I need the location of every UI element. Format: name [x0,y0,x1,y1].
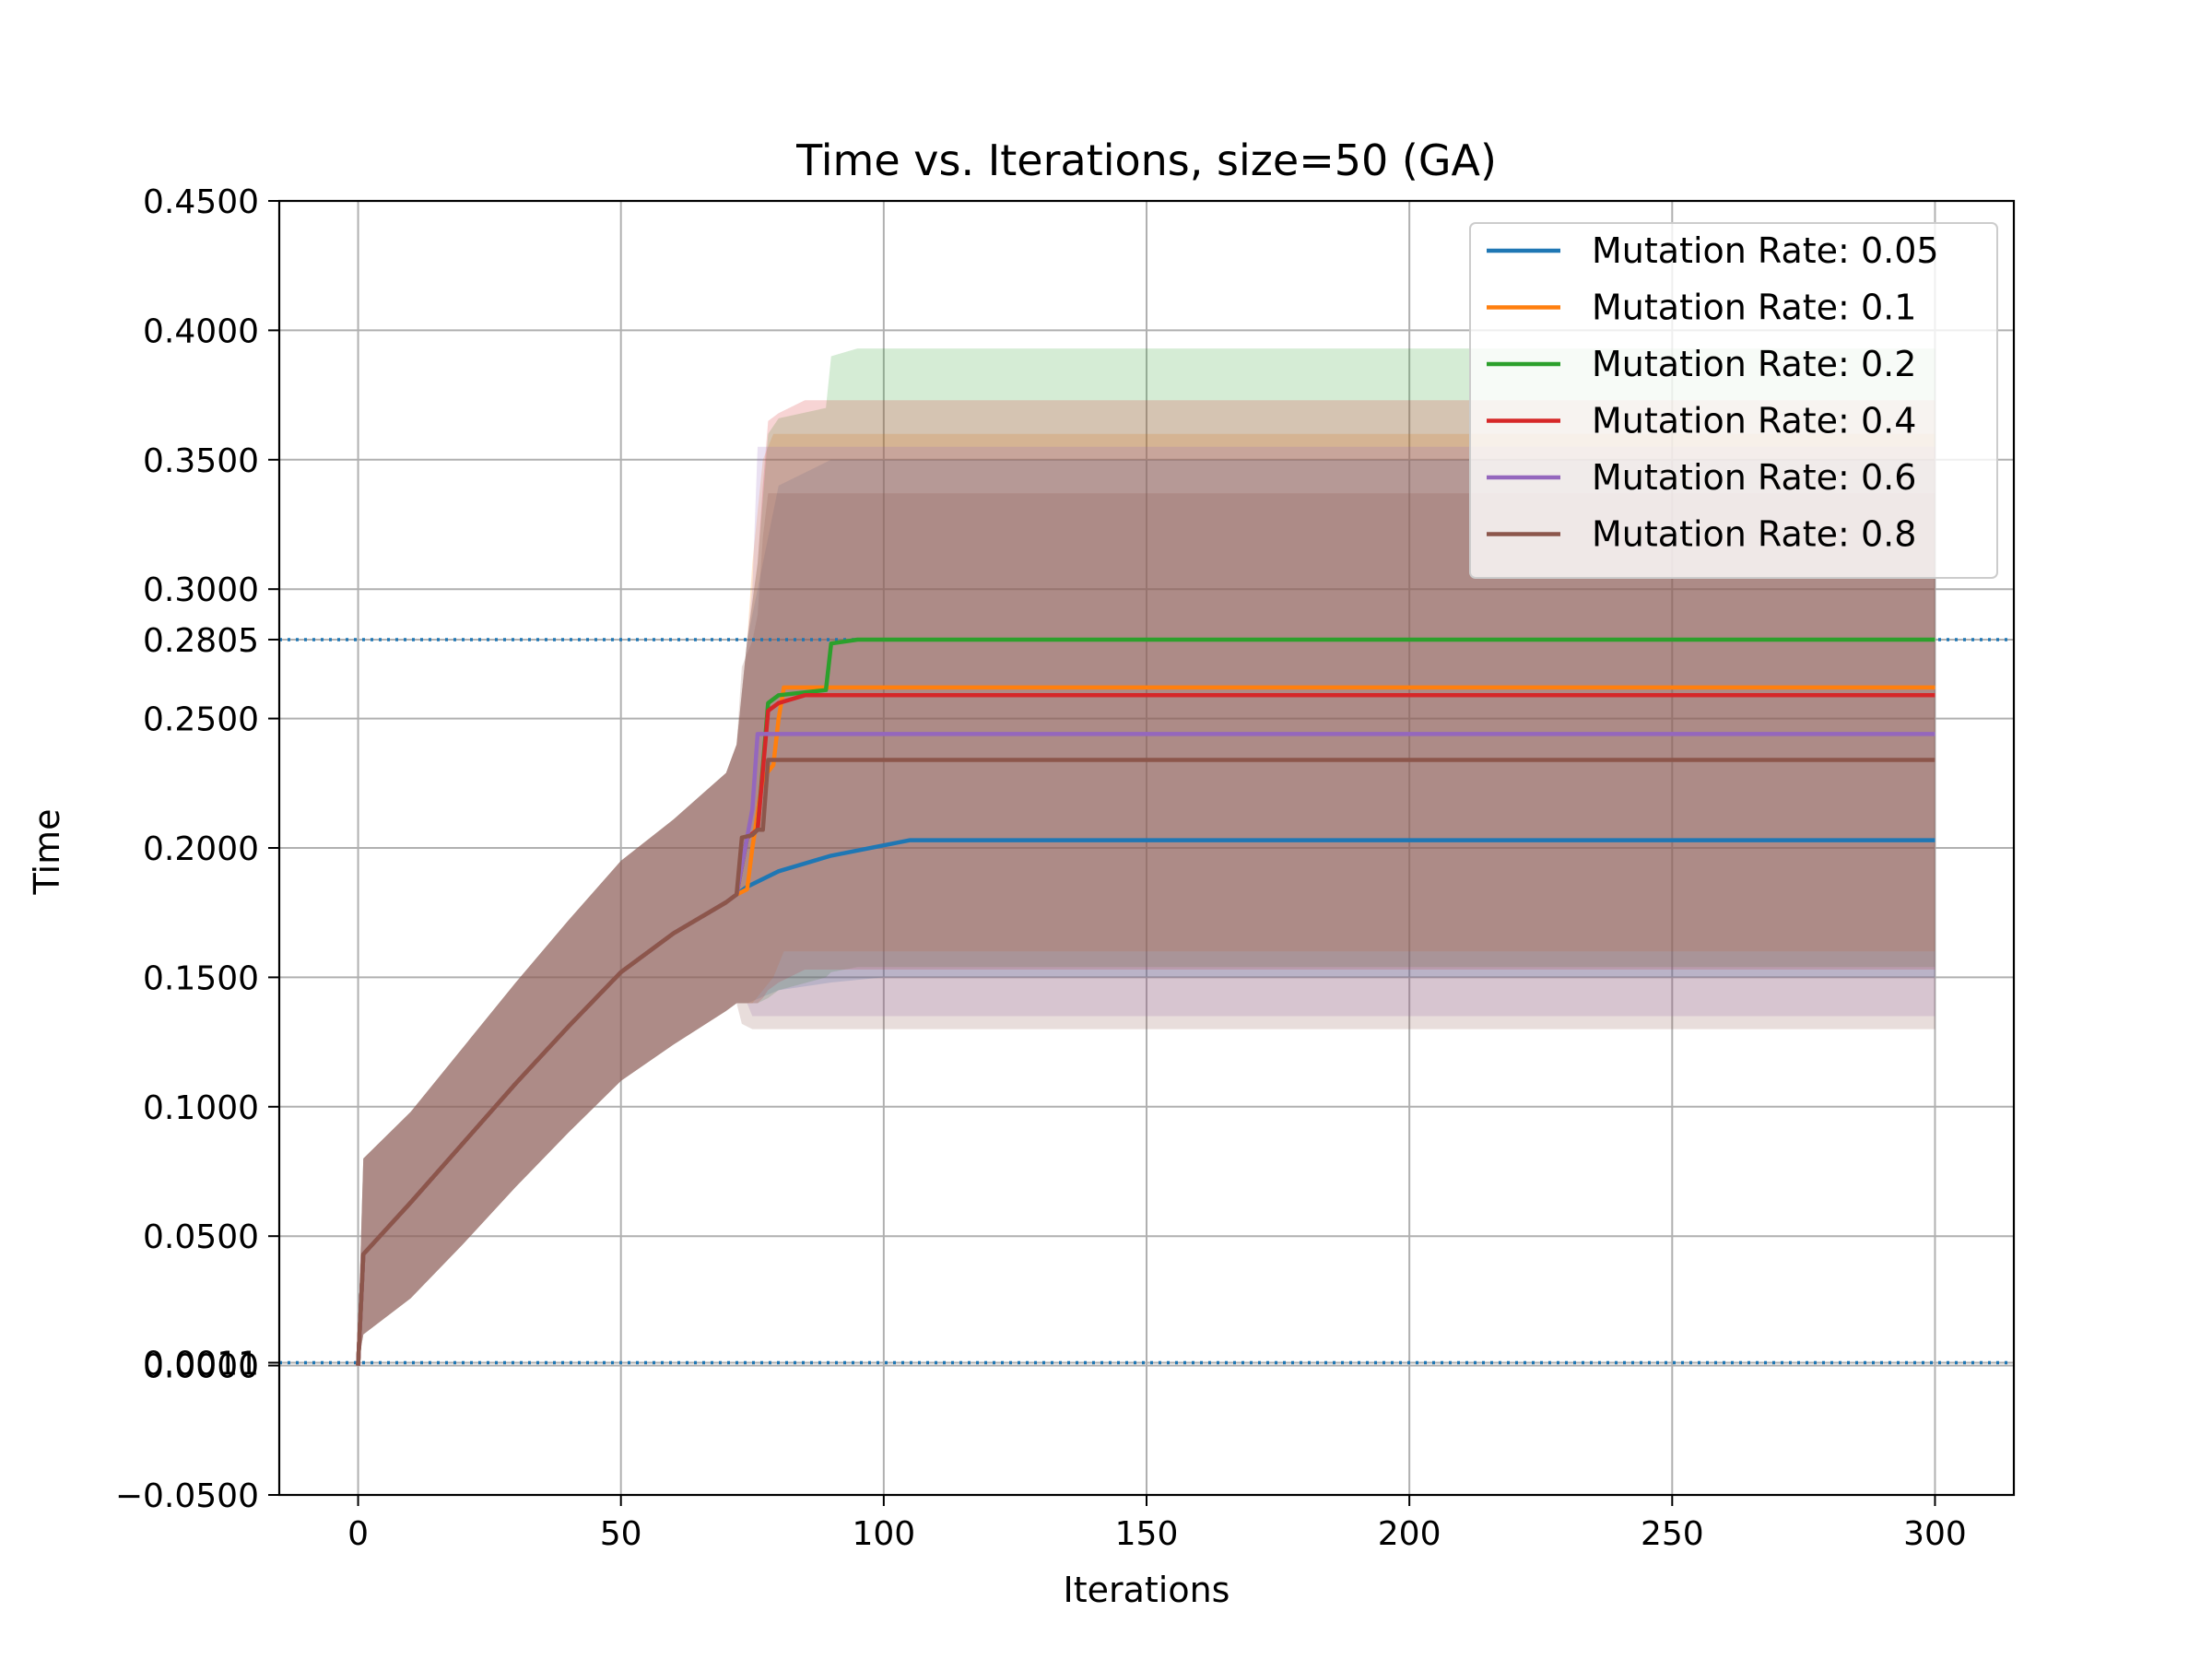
x-axis-label: Iterations [1064,1570,1230,1610]
series-line [356,758,1936,1366]
legend-label: Mutation Rate: 0.2 [1592,344,1916,384]
confidence-band [358,446,1936,1366]
confidence-band [358,348,1936,1366]
legend-label: Mutation Rate: 0.1 [1592,288,1916,328]
y-tick-label: 0.0011 [143,1346,259,1383]
legend-label: Mutation Rate: 0.6 [1592,457,1916,498]
y-tick-label: 0.2500 [143,701,259,739]
x-axis-ticks: 0 50 100 150 200 250 300 [347,1495,1967,1553]
legend: Mutation Rate: 0.05 Mutation Rate: 0.1 Mut… [1469,222,1998,579]
y-tick-label: 0.2805 [143,622,259,660]
y-tick-label: 0.0000 [143,1348,259,1386]
chart-title: Time vs. Iterations, size=50 (GA) [795,135,1497,185]
x-tick-label: 200 [1378,1515,1441,1553]
y-tick-label: 0.3500 [143,442,259,480]
y-tick-label: 0.3000 [143,571,259,609]
legend-label: Mutation Rate: 0.4 [1592,401,1916,441]
y-axis-label: Time [27,809,67,896]
confidence-band [358,493,1936,1366]
x-tick-label: 250 [1641,1515,1704,1553]
y-tick-label: 0.4500 [143,183,259,221]
y-tick-label: 0.0500 [143,1218,259,1256]
confidence-band [358,433,1936,1366]
legend-label: Mutation Rate: 0.05 [1592,230,1939,271]
y-tick-label: 0.1000 [143,1089,259,1127]
y-tick-label: 0.1500 [143,959,259,997]
x-tick-label: 0 [347,1515,369,1553]
x-tick-label: 100 [852,1515,915,1553]
x-tick-label: 300 [1903,1515,1967,1553]
x-tick-label: 50 [600,1515,642,1553]
legend-label: Mutation Rate: 0.8 [1592,514,1916,555]
legend-box [1469,222,1998,579]
y-tick-label: −0.0500 [115,1477,259,1515]
series-lines [356,637,1936,1366]
y-tick-label: 0.2000 [143,830,259,868]
x-tick-label: 150 [1115,1515,1179,1553]
y-tick-label: 0.4000 [143,312,259,350]
